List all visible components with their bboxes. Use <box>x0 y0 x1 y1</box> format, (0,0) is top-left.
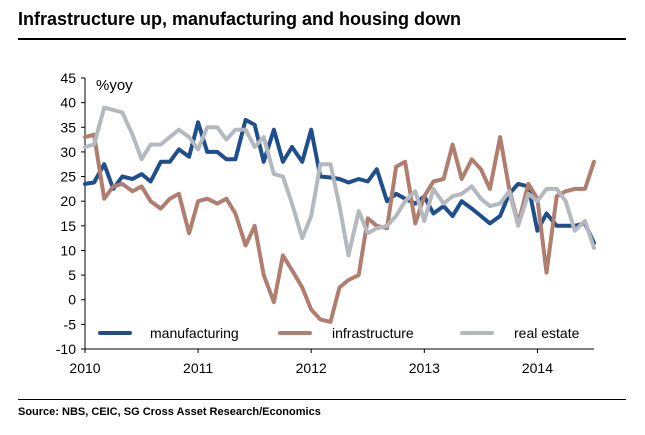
y-tick-label: 15 <box>60 218 76 234</box>
x-tick-label: 2014 <box>522 360 553 376</box>
infrastructure-legend-label: infrastructure <box>332 325 414 341</box>
real-estate-legend-label: real estate <box>514 325 580 341</box>
chart-title: Infrastructure up, manufacturing and hou… <box>18 9 462 29</box>
y-tick-label: 0 <box>68 292 76 308</box>
y-tick-label: 35 <box>60 119 76 135</box>
source-note: Source: NBS, CEIC, SG Cross Asset Resear… <box>18 406 321 418</box>
y-tick-label: -5 <box>64 316 77 332</box>
y-tick-label: 20 <box>60 193 76 209</box>
y-tick-label: 30 <box>60 144 76 160</box>
y-tick-label: -10 <box>56 341 76 357</box>
manufacturing-legend-label: manufacturing <box>150 325 239 341</box>
infrastructure-series-line <box>83 132 596 324</box>
y-tick-label: 45 <box>60 70 76 86</box>
y-tick-label: 40 <box>60 95 76 111</box>
x-tick-label: 2010 <box>69 360 100 376</box>
chart-legend: manufacturing infrastructure real estate <box>98 325 580 341</box>
series-layer <box>83 105 596 324</box>
y-tick-label: 5 <box>68 267 76 283</box>
x-tick-label: 2013 <box>409 360 440 376</box>
y-tick-label: 25 <box>60 169 76 185</box>
source-rule <box>18 399 626 400</box>
y-tick-label: 10 <box>60 242 76 258</box>
chart-axes: %yoy -10 -5 0 5 10 15 20 25 30 35 40 45 2010 2011 2012 2… <box>56 70 594 376</box>
x-tick-label: 2012 <box>296 360 327 376</box>
title-rule <box>18 38 626 40</box>
x-tick-label: 2011 <box>183 360 213 376</box>
y-unit-label: %yoy <box>96 77 133 94</box>
real-estate-series-line <box>83 105 596 258</box>
